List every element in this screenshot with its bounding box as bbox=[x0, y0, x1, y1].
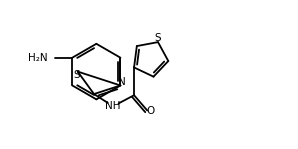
Text: S: S bbox=[73, 70, 80, 80]
Text: H₂N: H₂N bbox=[28, 53, 47, 63]
Text: N: N bbox=[118, 77, 126, 87]
Text: S: S bbox=[155, 33, 161, 43]
Text: NH: NH bbox=[105, 101, 121, 111]
Text: O: O bbox=[147, 106, 155, 116]
